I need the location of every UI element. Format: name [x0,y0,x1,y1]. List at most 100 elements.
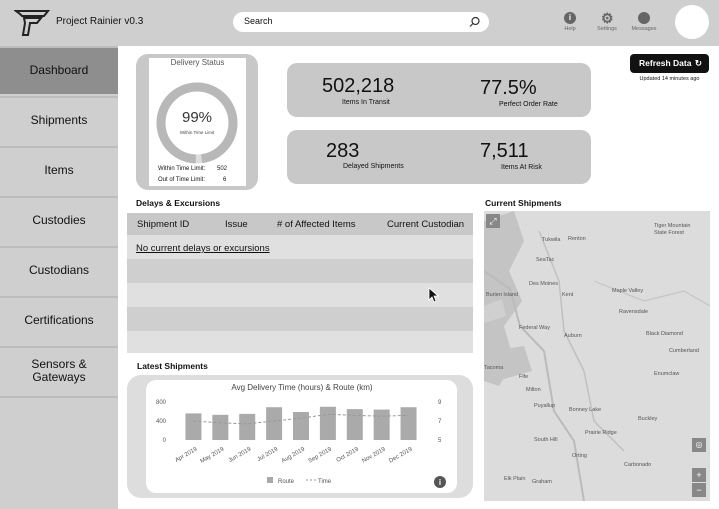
delayed-label: Delayed Shipments [343,163,404,170]
chart-title: Avg Delivery Time (hours) & Route (km) [231,383,373,392]
delays-table-header: Shipment ID Issue # of Affected Items Cu… [127,213,473,235]
x-tick-label: Jul 2019 [256,446,279,463]
sidebar-item-items[interactable]: Items [0,146,118,194]
app-logo-icon[interactable] [14,9,50,37]
legend-time: Time [318,479,332,485]
settings-button[interactable]: ⚙ Settings [587,10,627,32]
map-label: Tukwila [542,237,561,243]
in-transit-value: 502,218 [322,75,395,97]
map-label: Enumclaw [654,371,680,377]
sidebar-item-sensors-gateways[interactable]: Sensors & Gateways [0,346,118,394]
sidebar-item-label: Certifications [24,313,94,328]
y-left-tick-label: 400 [156,419,167,425]
column-header-shipment-id[interactable]: Shipment ID [137,219,190,230]
table-row [127,235,473,259]
map-terrain [484,211,710,501]
y-left-tick-label: 0 [163,438,167,444]
shipments-map[interactable]: ⤢ Tiger Mountain State Forest Tukwila Re… [484,211,710,501]
kpi-card-bottom [287,130,591,184]
sidebar-item-custodies[interactable]: Custodies [0,196,118,244]
time-series-line [193,413,409,425]
sidebar-item-dashboard[interactable]: Dashboard [0,46,118,94]
sidebar-item-shipments[interactable]: Shipments [0,96,118,144]
search-placeholder: Search [244,16,273,26]
sidebar-item-custodians[interactable]: Custodians [0,246,118,294]
x-tick-label: Dec 2019 [388,446,414,464]
x-tick-label: Nov 2019 [361,446,387,464]
map-label: Prairie Ridge [585,430,617,436]
zoom-in-button[interactable]: + [692,468,706,482]
map-label: Cumberland [669,348,699,354]
bar-aug-2019 [293,411,309,440]
table-row [127,259,473,283]
x-tick-label: Aug 2019 [281,446,307,464]
out-limit-value: 6 [223,177,227,183]
legend-route-swatch [267,477,273,483]
zoom-out-button[interactable]: − [692,483,706,497]
help-button[interactable]: i Help [550,12,590,32]
y-right-tick-label: 9 [438,400,442,406]
sidebar: Dashboard Shipments Items Custodies Cust… [0,46,118,509]
at-risk-label: Items At Risk [501,164,542,171]
chart-info-glyph: i [439,478,441,487]
bar-apr-2019 [185,413,202,440]
map-label: Fife [519,374,529,380]
column-header-affected-items[interactable]: # of Affected Items [277,219,356,230]
locate-icon[interactable]: ◎ [692,438,706,452]
sidebar-item-label: Shipments [30,113,88,128]
map-label: Buckley [638,416,658,422]
map-label: South Hill [534,437,558,443]
delivery-status-percent: 99% [181,109,213,126]
delivery-status-subtitle: Within Time Limit [179,130,215,135]
latest-shipments-title: Latest Shipments [137,361,208,371]
map-label: Bonney Lake [569,407,602,413]
column-header-issue[interactable]: Issue [225,219,248,230]
messages-label: Messages [631,26,657,32]
map-label: Carbonado [624,462,652,468]
messages-button[interactable]: Messages [624,12,664,32]
refresh-label: Refresh Data [639,58,692,68]
delayed-value: 283 [326,140,360,162]
search-input[interactable]: Search [233,12,489,32]
column-header-custodian[interactable]: Current Custodian [387,219,465,230]
current-shipments-title: Current Shipments [485,198,562,208]
help-label: Help [564,26,576,32]
within-limit-label: Within Time Limit: [158,166,206,172]
updated-timestamp: Updated 14 minutes ago [639,76,700,82]
map-label: Black Diamond [646,331,683,337]
refresh-data-button[interactable]: Refresh Data ↻ [630,54,709,73]
delivery-time-chart: Avg Delivery Time (hours) & Route (km) 8… [156,383,446,488]
map-label: SeaTac [536,257,555,263]
map-label: Renton [568,236,586,242]
map-label: Elk Plain [504,476,526,482]
avatar[interactable] [675,5,709,39]
map-label: Orting [572,453,587,459]
bar-jun-2019 [239,413,256,440]
bar-sep-2019 [319,406,336,440]
map-label: Kent [562,292,574,298]
map-label: Des Moines [529,281,559,287]
table-row [127,307,473,331]
map-label: Ravensdale [619,309,649,315]
map-label: Milton [526,387,541,393]
refresh-icon: ↻ [694,58,702,68]
y-left-tick-label: 800 [156,400,167,406]
no-delays-link[interactable]: No current delays or excursions [136,243,270,254]
search-icon[interactable] [469,16,481,28]
chart-info-icon[interactable] [434,476,446,488]
settings-label: Settings [597,26,617,32]
gear-icon: ⚙ [601,10,614,26]
map-label: Tacoma [484,365,504,371]
fullscreen-icon[interactable]: ⤢ [486,214,500,228]
top-bar: Project Rainier v0.3 Search i Help ⚙ Setti… [0,0,719,46]
map-label: Federal Way [519,325,550,331]
delivery-status-title: Delivery Status [170,58,225,67]
sidebar-item-label: Dashboard [29,63,89,78]
table-row [127,331,473,353]
help-icon: i [564,12,576,24]
x-tick-label: May 2019 [200,446,226,465]
map-label: Tiger Mountain State Forest [654,223,691,236]
map-label: Auburn [564,333,582,339]
sidebar-item-certifications[interactable]: Certifications [0,296,118,344]
map-label: Graham [532,479,552,485]
